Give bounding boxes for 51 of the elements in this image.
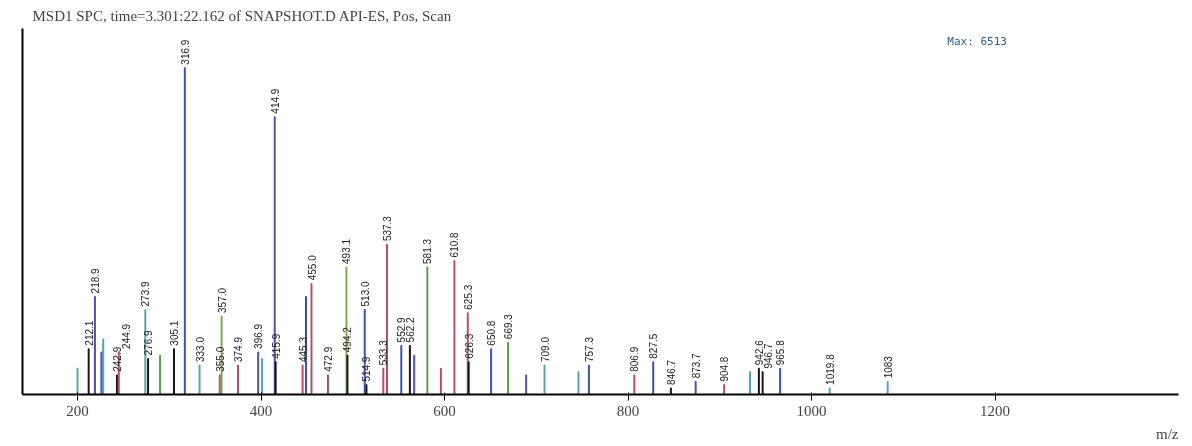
annotation: 396.9 [253,323,265,349]
annotation: 445.3 [297,336,309,363]
annotation: 873.7 [690,352,702,379]
annotation: 276.9 [143,330,155,356]
annotation: 305.1 [168,320,180,346]
annotation: 669.3 [503,313,515,340]
annotation: 757.3 [583,336,595,363]
annotation: 455.0 [306,254,318,281]
annotation: 537.3 [382,215,394,242]
annotation: 415.9 [270,333,282,359]
annotation: 355.0 [214,346,226,372]
annotation: 806.9 [629,346,641,372]
annotation: 650.8 [486,320,498,346]
annotation: 946.7 [762,343,774,369]
annotation: 242.9 [111,346,123,372]
annotation: 357.0 [216,287,228,313]
x-tick-label: 800 [616,402,640,419]
annotation: 942.6 [753,339,765,366]
chart-title: MSD1 SPC, time=3.301:22.162 of SNAPSHOT.D API-ES, Pos, Scan [32,7,452,24]
x-tick-label: 200 [66,402,89,419]
annotation: 218.9 [89,267,101,294]
annotation: 414.9 [269,88,281,114]
annotation: 965.8 [775,339,787,366]
annotation: 316.9 [179,39,191,65]
annotation: 244.9 [120,323,132,349]
x-axis-title: m/z [1156,425,1179,442]
annotation: 625.3 [462,284,474,310]
annotation: 709.0 [539,336,551,363]
annotation: 533.3 [378,339,390,366]
x-tick-label: 1200 [980,402,1011,419]
annotation: 514.9 [361,356,373,382]
annotation: 1019.8 [824,353,836,385]
x-tick-label: 1000 [796,402,827,419]
annotation: 494.2 [342,326,354,353]
annotation: 1083 [882,355,894,379]
annotation: 904.8 [719,356,731,382]
text: Max: 6513 [947,35,1007,49]
annotation: 212.1 [83,320,95,346]
annotation: 827.5 [648,333,660,359]
annotation: 374.9 [233,336,245,363]
annotation: 472.9 [322,346,334,372]
annotation: 626.3 [463,333,475,359]
annotation: 273.9 [140,280,152,307]
x-tick-label: 600 [433,402,456,419]
annotation: 513.0 [359,280,371,307]
annotation: 333.0 [194,336,206,363]
annotation: 493.1 [341,238,353,264]
annotation: 581.3 [422,238,434,264]
annotation: 610.8 [449,231,461,258]
annotation: 846.7 [665,359,677,385]
x-tick-label: 400 [249,402,273,419]
